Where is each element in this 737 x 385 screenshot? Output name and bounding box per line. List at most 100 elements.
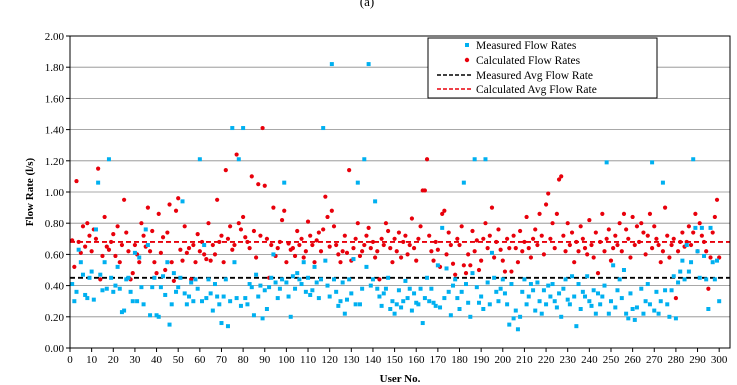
calculated-point xyxy=(414,258,419,263)
measured-point xyxy=(342,311,347,316)
y-tick-label: 1.20 xyxy=(45,156,65,168)
measured-point xyxy=(243,296,248,301)
x-tick-label: 260 xyxy=(624,354,641,366)
measured-point xyxy=(591,288,596,293)
measured-point xyxy=(154,313,159,318)
calculated-point xyxy=(580,236,585,241)
measured-point xyxy=(264,307,269,311)
calculated-point xyxy=(98,277,103,282)
calculated-point xyxy=(370,239,376,245)
calculated-point xyxy=(483,221,488,226)
calculated-point xyxy=(80,224,86,229)
measured-point xyxy=(676,280,681,285)
calculated-point xyxy=(158,250,163,255)
measured-point xyxy=(347,277,352,282)
calculated-point xyxy=(277,239,283,245)
measured-point xyxy=(422,296,427,301)
calculated-point xyxy=(424,157,430,162)
measured-point xyxy=(113,283,118,288)
measured-point xyxy=(143,227,148,232)
measured-point xyxy=(336,303,341,308)
calculated-point xyxy=(70,238,75,243)
measured-point xyxy=(325,283,330,288)
measured-point xyxy=(634,305,639,310)
y-tick-label: 0.40 xyxy=(45,281,65,293)
measured-point xyxy=(297,277,302,282)
calculated-point xyxy=(550,221,555,226)
measured-point xyxy=(678,269,683,274)
measured-point xyxy=(509,282,514,287)
calculated-point xyxy=(686,224,691,229)
calculated-point xyxy=(684,239,689,245)
measured-point xyxy=(663,288,668,293)
measured-point xyxy=(381,291,386,296)
measured-point xyxy=(76,247,81,252)
calculated-point xyxy=(649,246,655,251)
calculated-point xyxy=(552,246,557,251)
calculated-point xyxy=(472,249,477,254)
calculated-point xyxy=(574,239,579,245)
calculated-point xyxy=(165,230,170,235)
calculated-point xyxy=(364,233,369,238)
calculated-point xyxy=(124,230,129,235)
calculated-point xyxy=(336,252,341,257)
calculated-point xyxy=(102,214,107,220)
calculated-point xyxy=(208,258,213,263)
calculated-point xyxy=(87,233,92,238)
calculated-point xyxy=(409,216,415,221)
calculated-point xyxy=(360,249,365,254)
measured-point xyxy=(106,157,111,162)
calculated-point xyxy=(167,202,172,207)
measured-point xyxy=(511,316,516,321)
measured-point xyxy=(122,308,127,313)
measured-point xyxy=(321,126,326,131)
measured-point xyxy=(583,294,588,299)
measured-point xyxy=(282,180,287,185)
measured-point xyxy=(533,308,538,313)
calculated-point xyxy=(704,249,709,254)
calculated-point xyxy=(431,258,436,263)
calculated-point xyxy=(563,249,568,254)
calculated-point xyxy=(528,255,534,260)
calculated-point xyxy=(481,236,486,241)
x-tick-labels: 0 10 20 30 40 50 60 70 80 90 100 110 120 130 140 150 160… xyxy=(67,354,728,366)
calculated-point xyxy=(329,208,334,213)
calculated-point xyxy=(595,271,601,276)
measured-point xyxy=(444,266,449,271)
measured-point xyxy=(148,313,153,318)
measured-point xyxy=(528,282,533,287)
measured-point xyxy=(187,294,192,299)
legend: Measured Flow Rates Calculated Flow Rate… xyxy=(427,37,658,99)
calculated-point xyxy=(184,250,189,255)
calculated-point xyxy=(416,236,421,241)
calculated-point xyxy=(388,246,393,251)
x-tick-label: 220 xyxy=(538,354,555,366)
calculated-point xyxy=(191,242,196,248)
calculated-point xyxy=(398,255,404,260)
measured-point xyxy=(466,300,471,305)
measured-point xyxy=(494,289,499,294)
calculated-point xyxy=(717,255,722,260)
measured-point xyxy=(585,274,590,279)
calculated-point xyxy=(76,239,81,245)
calculated-point xyxy=(193,260,198,265)
calculated-point xyxy=(286,241,291,246)
measured-point xyxy=(93,227,98,232)
x-tick-label: 140 xyxy=(365,354,382,366)
x-tick-label: 270 xyxy=(646,354,663,366)
calculated-point xyxy=(258,233,263,238)
legend-box xyxy=(427,37,658,99)
calculated-point xyxy=(442,208,447,213)
calculated-point xyxy=(507,246,512,251)
measured-point xyxy=(254,272,259,277)
measured-point xyxy=(613,305,618,310)
calculated-point xyxy=(433,239,438,245)
measured-point xyxy=(191,299,196,304)
x-tick-label: 300 xyxy=(711,354,728,366)
measured-point xyxy=(89,269,94,274)
calculated-point xyxy=(217,239,222,245)
measured-point xyxy=(280,277,285,282)
measured-point xyxy=(448,313,453,318)
calculated-point xyxy=(673,295,679,301)
calculated-point xyxy=(539,233,544,238)
